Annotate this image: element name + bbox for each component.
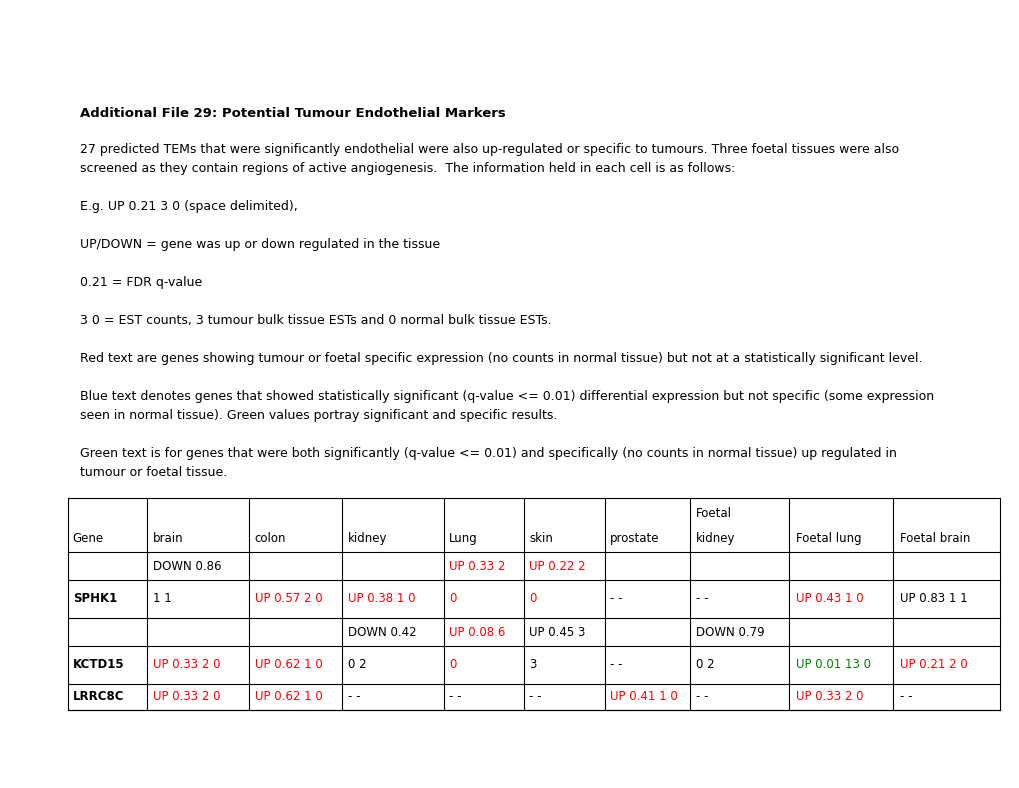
Text: seen in normal tissue). Green values portray significant and specific results.: seen in normal tissue). Green values por… (79, 409, 556, 422)
Text: kidney: kidney (347, 532, 387, 545)
Text: - -: - - (696, 690, 708, 704)
Text: DOWN 0.79: DOWN 0.79 (696, 626, 764, 638)
Text: 0: 0 (529, 593, 536, 605)
Text: UP 0.43 1 0: UP 0.43 1 0 (795, 593, 862, 605)
Text: UP 0.21 2 0: UP 0.21 2 0 (899, 659, 966, 671)
Text: UP 0.45 3: UP 0.45 3 (529, 626, 585, 638)
Text: skin: skin (529, 532, 552, 545)
Text: Green text is for genes that were both significantly (q-value <= 0.01) and speci: Green text is for genes that were both s… (79, 447, 896, 460)
Text: UP 0.33 2 0: UP 0.33 2 0 (795, 690, 862, 704)
Text: colon: colon (255, 532, 285, 545)
Text: brain: brain (153, 532, 183, 545)
Text: 0: 0 (448, 659, 457, 671)
Text: UP 0.62 1 0: UP 0.62 1 0 (255, 659, 322, 671)
Text: Gene: Gene (72, 532, 104, 545)
Text: UP 0.62 1 0: UP 0.62 1 0 (255, 690, 322, 704)
Text: - -: - - (448, 690, 462, 704)
Text: UP/DOWN = gene was up or down regulated in the tissue: UP/DOWN = gene was up or down regulated … (79, 238, 439, 251)
Text: E.g. UP 0.21 3 0 (space delimited),: E.g. UP 0.21 3 0 (space delimited), (79, 200, 298, 213)
Text: 3: 3 (529, 659, 536, 671)
Text: Foetal lung: Foetal lung (795, 532, 860, 545)
Text: 27 predicted TEMs that were significantly endothelial were also up-regulated or : 27 predicted TEMs that were significantl… (79, 143, 898, 156)
Text: SPHK1: SPHK1 (72, 593, 117, 605)
Text: UP 0.33 2 0: UP 0.33 2 0 (153, 690, 220, 704)
Text: prostate: prostate (609, 532, 658, 545)
Text: - -: - - (899, 690, 911, 704)
Text: UP 0.57 2 0: UP 0.57 2 0 (255, 593, 322, 605)
Text: UP 0.33 2 0: UP 0.33 2 0 (153, 659, 220, 671)
Text: 0 2: 0 2 (347, 659, 366, 671)
Text: - -: - - (609, 593, 622, 605)
Text: 0 2: 0 2 (696, 659, 714, 671)
Text: 0.21 = FDR q-value: 0.21 = FDR q-value (79, 276, 202, 289)
Text: LRRC8C: LRRC8C (72, 690, 124, 704)
Text: Blue text denotes genes that showed statistically significant (q-value <= 0.01) : Blue text denotes genes that showed stat… (79, 390, 933, 403)
Text: UP 0.38 1 0: UP 0.38 1 0 (347, 593, 415, 605)
Text: - -: - - (696, 593, 708, 605)
Text: UP 0.41 1 0: UP 0.41 1 0 (609, 690, 677, 704)
Text: - -: - - (529, 690, 541, 704)
Text: tumour or foetal tissue.: tumour or foetal tissue. (79, 466, 227, 479)
Text: - -: - - (347, 690, 360, 704)
Text: KCTD15: KCTD15 (72, 659, 124, 671)
Text: UP 0.33 2: UP 0.33 2 (448, 559, 505, 573)
Text: UP 0.08 6: UP 0.08 6 (448, 626, 505, 638)
Text: 1 1: 1 1 (153, 593, 172, 605)
Text: 0: 0 (448, 593, 457, 605)
Text: - -: - - (609, 659, 622, 671)
Text: 3 0 = EST counts, 3 tumour bulk tissue ESTs and 0 normal bulk tissue ESTs.: 3 0 = EST counts, 3 tumour bulk tissue E… (79, 314, 551, 327)
Text: kidney: kidney (696, 532, 735, 545)
Text: UP 0.22 2: UP 0.22 2 (529, 559, 585, 573)
Text: UP 0.01 13 0: UP 0.01 13 0 (795, 659, 870, 671)
Text: Additional File 29: Potential Tumour Endothelial Markers: Additional File 29: Potential Tumour End… (79, 107, 505, 120)
Text: Red text are genes showing tumour or foetal specific expression (no counts in no: Red text are genes showing tumour or foe… (79, 352, 921, 365)
Text: Lung: Lung (448, 532, 478, 545)
Text: Foetal brain: Foetal brain (899, 532, 969, 545)
Text: DOWN 0.42: DOWN 0.42 (347, 626, 416, 638)
Text: screened as they contain regions of active angiogenesis.  The information held i: screened as they contain regions of acti… (79, 162, 735, 175)
Text: Foetal: Foetal (696, 507, 732, 519)
Text: UP 0.83 1 1: UP 0.83 1 1 (899, 593, 966, 605)
Text: DOWN 0.86: DOWN 0.86 (153, 559, 221, 573)
